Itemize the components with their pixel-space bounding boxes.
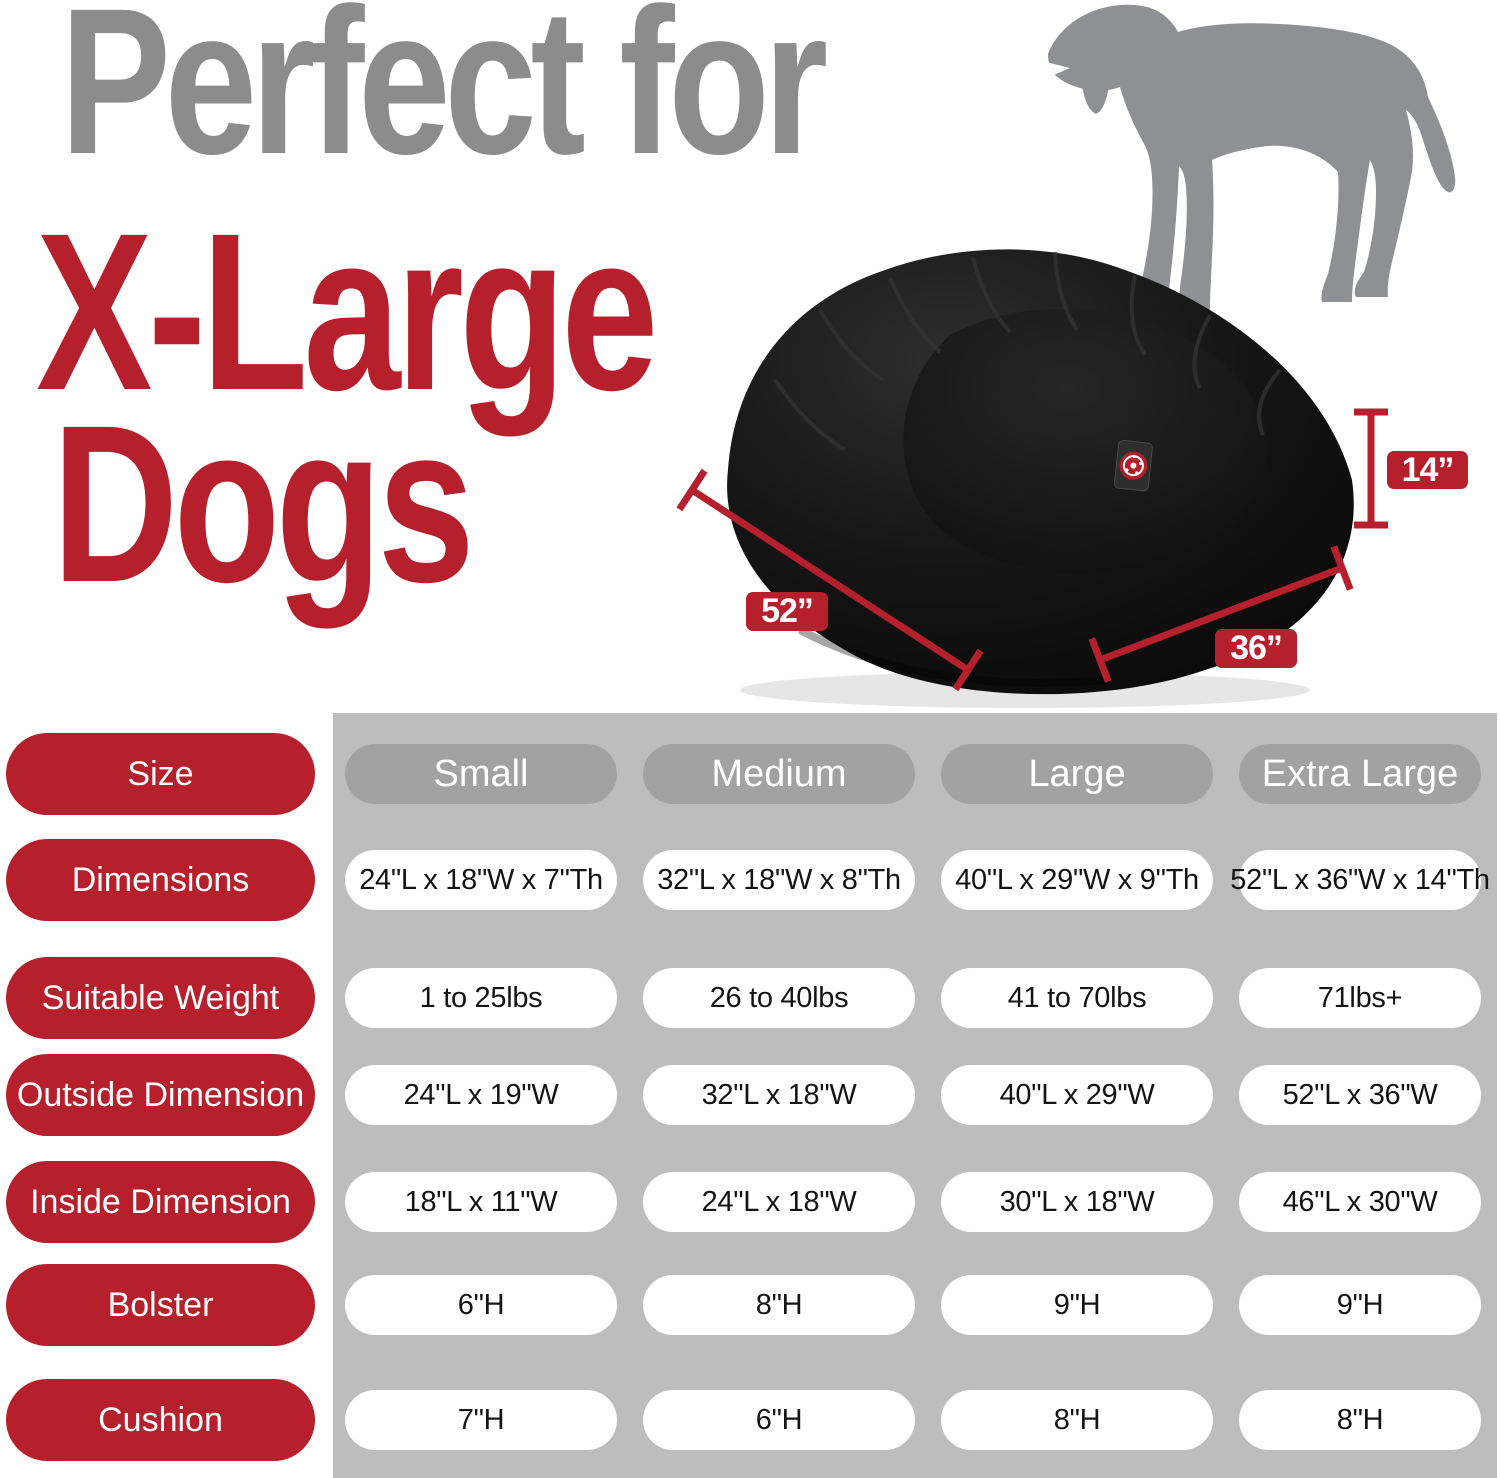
headline-x-large: X-Large <box>36 187 658 437</box>
bed-cushion <box>903 308 1268 575</box>
cell-inside-medium: 24"L x 18"W <box>643 1172 915 1232</box>
cell-inside-large: 30"L x 18"W <box>941 1172 1213 1232</box>
dog-mouth-notch <box>1046 62 1070 77</box>
cell-outside-large: 40"L x 29"W <box>941 1065 1213 1125</box>
row-label-dimensions: Dimensions <box>6 839 315 921</box>
cell-outside-medium: 32"L x 18"W <box>643 1065 915 1125</box>
cell-outside-extra-large: 52"L x 36"W <box>1239 1065 1481 1125</box>
row-label-bolster: Bolster <box>6 1264 315 1346</box>
bed-folds <box>773 251 1282 452</box>
cell-weight-large: 41 to 70lbs <box>941 968 1213 1028</box>
cell-dimensions-medium: 32"L x 18"W x 8"Th <box>643 850 915 910</box>
cell-dimensions-small: 24"L x 18"W x 7"Th <box>345 850 617 910</box>
cell-inside-small: 18"L x 11"W <box>345 1172 617 1232</box>
brand-tag <box>1113 439 1153 492</box>
cell-bolster-extra-large: 9"H <box>1239 1275 1481 1335</box>
dog-silhouette <box>1046 4 1456 311</box>
column-header-small: Small <box>345 744 617 804</box>
cell-dimensions-large: 40"L x 29"W x 9"Th <box>941 850 1213 910</box>
cell-cushion-large: 8"H <box>941 1390 1213 1450</box>
cell-bolster-small: 6"H <box>345 1275 617 1335</box>
cell-bolster-large: 9"H <box>941 1275 1213 1335</box>
row-label-cushion: Cushion <box>6 1379 315 1461</box>
cell-weight-medium: 26 to 40lbs <box>643 968 915 1028</box>
row-label-size: Size <box>6 733 315 815</box>
row-label-inside-dimension: Inside Dimension <box>6 1161 315 1243</box>
row-label-outside-dimension: Outside Dimension <box>6 1054 315 1136</box>
cell-outside-small: 24"L x 19"W <box>345 1065 617 1125</box>
cell-cushion-medium: 6"H <box>643 1390 915 1450</box>
cell-weight-small: 1 to 25lbs <box>345 968 617 1028</box>
cell-cushion-extra-large: 8"H <box>1239 1390 1481 1450</box>
dog-ear <box>1081 20 1111 114</box>
cell-dimensions-extra-large: 52"L x 36"W x 14"Th <box>1230 850 1490 910</box>
column-header-large: Large <box>941 744 1213 804</box>
height-dimension-label: 14” <box>1387 451 1468 489</box>
column-header-extra-large: Extra Large <box>1239 744 1481 804</box>
headline-perfect-for: Perfect for <box>60 0 828 198</box>
cell-inside-extra-large: 46"L x 30"W <box>1239 1172 1481 1232</box>
row-label-suitable-weight: Suitable Weight <box>6 957 315 1039</box>
length-dimension-label: 52” <box>746 592 828 631</box>
cell-cushion-small: 7"H <box>345 1390 617 1450</box>
column-header-medium: Medium <box>643 744 915 804</box>
headline-dogs: Dogs <box>52 379 475 629</box>
cell-bolster-medium: 8"H <box>643 1275 915 1335</box>
cell-weight-extra-large: 71lbs+ <box>1239 968 1481 1028</box>
dog-body <box>1048 4 1456 311</box>
width-dimension-label: 36” <box>1215 629 1297 668</box>
